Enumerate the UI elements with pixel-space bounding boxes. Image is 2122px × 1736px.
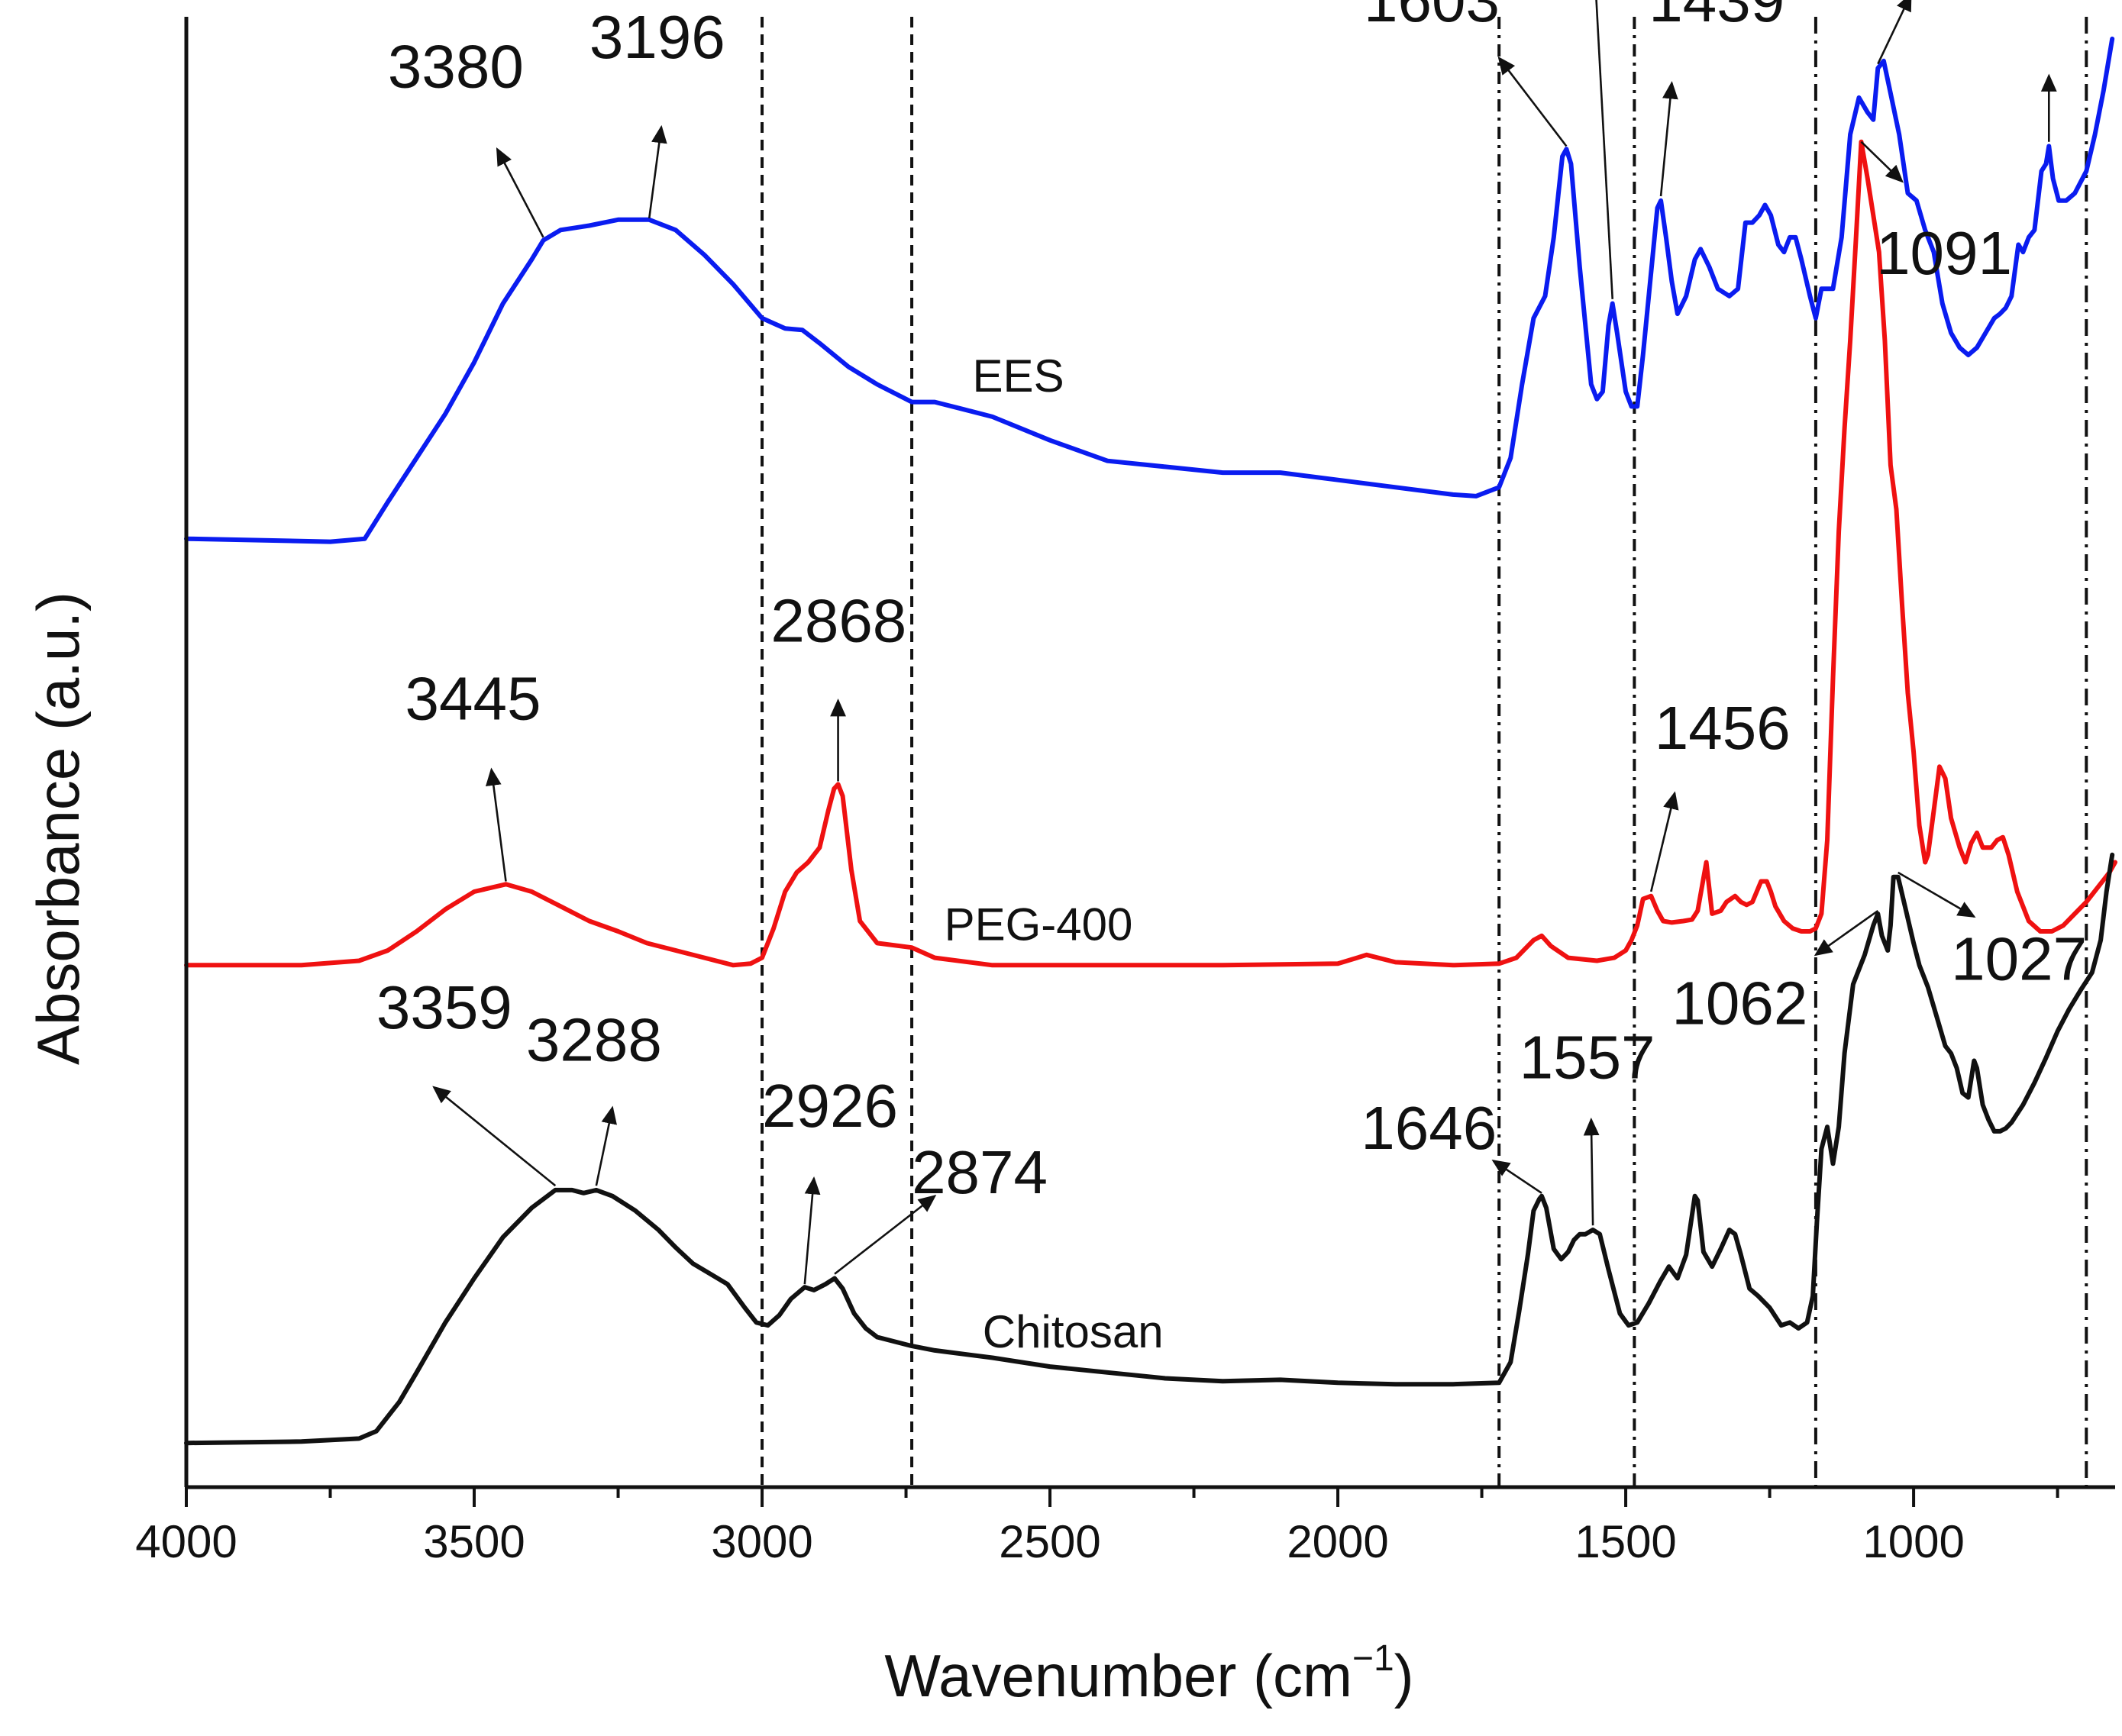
peak-label-1646-17: 1646 bbox=[1361, 1094, 1497, 1162]
annotation-arrow-1062-5 bbox=[1877, 0, 1912, 65]
peak-label-3288-14: 3288 bbox=[526, 1005, 662, 1073]
peak-label-1091-7: 1091 bbox=[1876, 219, 2012, 287]
x-tick-label-4000: 4000 bbox=[135, 1516, 237, 1567]
x-tick-label-1500: 1500 bbox=[1575, 1516, 1676, 1567]
x-tick-label-3000: 3000 bbox=[711, 1516, 812, 1567]
annotation-arrow-3445-9 bbox=[485, 767, 507, 882]
x-axis-title-main: Wavenumber (cm bbox=[884, 1642, 1352, 1709]
peak-label-3445-9: 3445 bbox=[405, 665, 541, 733]
peak-label-3196-1: 3196 bbox=[589, 3, 725, 71]
annotation-arrow-1091-7 bbox=[1860, 140, 1904, 183]
annotation-arrow-1062-11 bbox=[1814, 909, 1879, 957]
axes: 4000 3500 3000 2500 2000 1500 1000 bbox=[135, 17, 2115, 1567]
x-tick-label-2000: 2000 bbox=[1287, 1516, 1388, 1567]
annotation-arrow-3359-13 bbox=[432, 1086, 557, 1187]
x-axis-title-close: ) bbox=[1394, 1642, 1414, 1709]
x-tick-label-2500: 2500 bbox=[999, 1516, 1100, 1567]
peak-label-1557-18: 1557 bbox=[1520, 1024, 1655, 1092]
annotation-arrow-1557-18 bbox=[1583, 1117, 1600, 1226]
peak-label-1027-12: 1027 bbox=[1951, 925, 2087, 993]
annotation-arrow-1523-3 bbox=[1595, 0, 1614, 299]
peak-label-2926-15: 2926 bbox=[762, 1072, 898, 1140]
peak-label-1456-10: 1456 bbox=[1655, 694, 1791, 762]
annotation-arrow-2874-16 bbox=[834, 1195, 937, 1275]
y-axis-title: Absorbance (a.u.) bbox=[24, 592, 92, 1065]
series-line-chitosan bbox=[184, 852, 2115, 1446]
peak-label-2874-16: 2874 bbox=[912, 1138, 1048, 1206]
annotation-arrow-1027-12 bbox=[1898, 871, 1976, 918]
annotation-arrow-1439-4 bbox=[1659, 81, 1678, 197]
annotation-arrow-1646-17 bbox=[1491, 1159, 1542, 1194]
series-line-peg-400 bbox=[184, 139, 2117, 968]
peak-label-1062-11: 1062 bbox=[1671, 969, 1807, 1037]
annotation-arrow-1456-10 bbox=[1649, 791, 1679, 892]
peak-label-2868-8: 2868 bbox=[770, 587, 906, 655]
series-line-ees bbox=[184, 36, 2115, 544]
peak-label-3380-0: 3380 bbox=[388, 32, 524, 100]
annotation-arrow-1603-2 bbox=[1497, 56, 1568, 147]
annotation-arrow-3288-14 bbox=[595, 1105, 617, 1186]
series-label-chitosan: Chitosan bbox=[983, 1306, 1164, 1357]
series-label-ees: EES bbox=[973, 350, 1064, 402]
x-tick-label-3500: 3500 bbox=[423, 1516, 525, 1567]
annotation-arrow-2926-15 bbox=[803, 1176, 821, 1285]
peak-annotations: 3380319616031523143910627651091286834451… bbox=[376, 0, 2087, 1285]
x-tick-label-1000: 1000 bbox=[1862, 1516, 1964, 1567]
peak-label-3359-13: 3359 bbox=[376, 973, 512, 1041]
annotation-arrow-3380-0 bbox=[496, 147, 544, 238]
x-axis-title-sup: −1 bbox=[1352, 1638, 1394, 1679]
x-axis-title: Wavenumber (cm−1) bbox=[884, 1638, 1413, 1709]
peak-label-1603-2: 1603 bbox=[1364, 0, 1500, 34]
series-label-peg-400: PEG-400 bbox=[945, 899, 1133, 950]
peak-label-1439-4: 1439 bbox=[1649, 0, 1784, 34]
annotation-arrow-3196-1 bbox=[648, 124, 667, 219]
series-labels: EES PEG-400 Chitosan bbox=[945, 350, 1164, 1357]
spectra bbox=[184, 36, 2117, 1446]
